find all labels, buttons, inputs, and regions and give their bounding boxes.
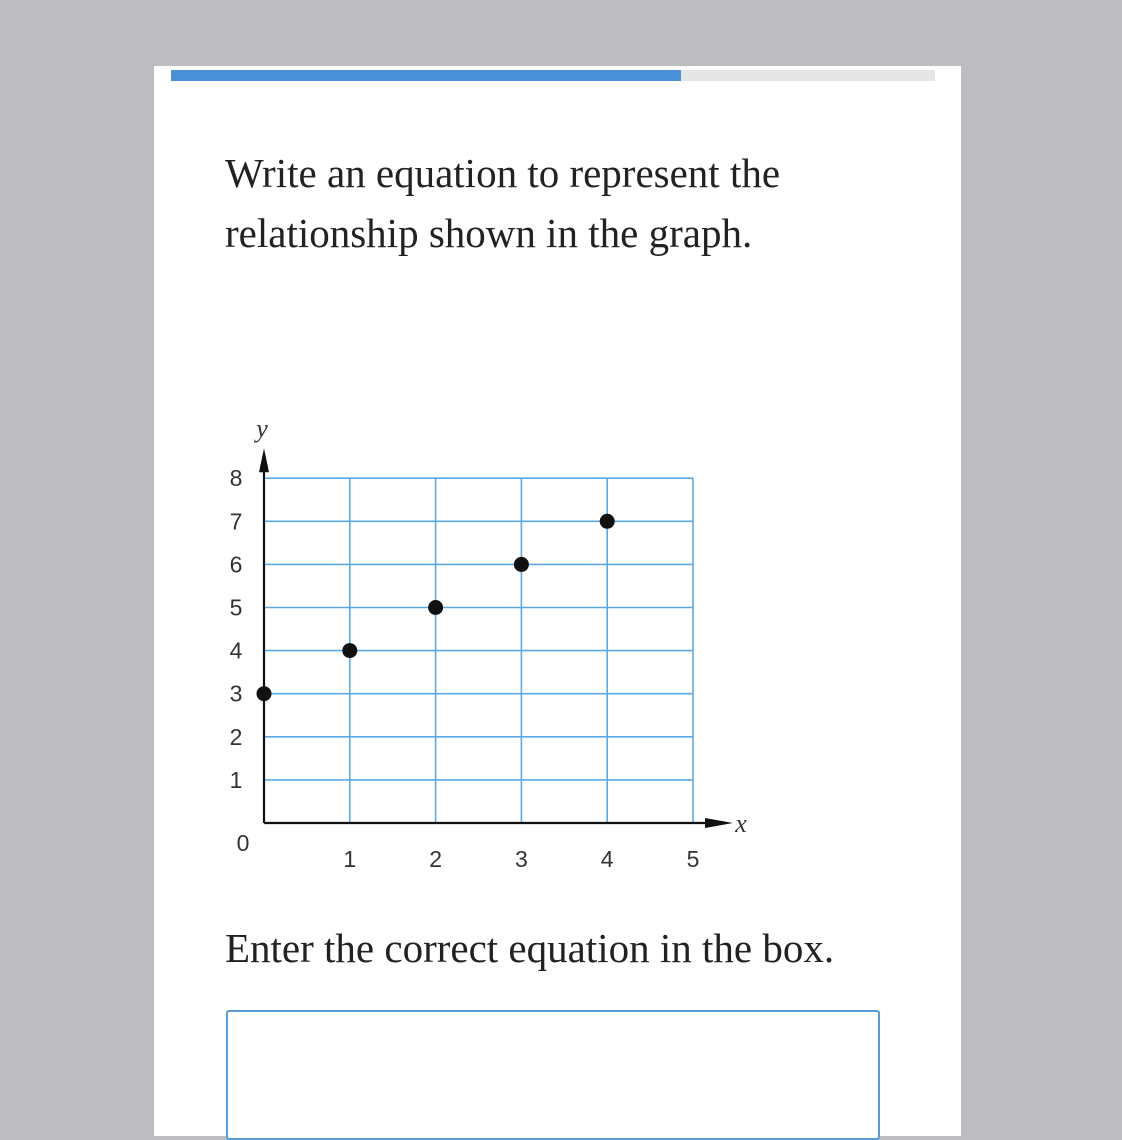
- y-tick-label: 1: [230, 767, 243, 793]
- instruction-text: Enter the correct equation in the box.: [225, 925, 835, 971]
- equation-input[interactable]: [226, 1010, 880, 1140]
- x-tick-label: 4: [601, 846, 614, 872]
- x-tick-label: 5: [687, 846, 700, 872]
- y-tick-label: 6: [230, 551, 243, 577]
- question-card: [154, 66, 961, 1136]
- y-tick-label: 8: [230, 465, 243, 491]
- y-tick-label: 5: [230, 595, 243, 621]
- x-axis-arrow-icon: [705, 818, 733, 828]
- x-tick-label: 1: [343, 846, 356, 872]
- x-tick-label: 2: [429, 846, 442, 872]
- data-point: [513, 556, 529, 572]
- data-point: [342, 643, 358, 659]
- progress-bar: [171, 70, 935, 81]
- x-tick-label: 3: [515, 846, 528, 872]
- x-axis-label: x: [734, 809, 747, 838]
- y-axis-arrow-icon: [259, 448, 269, 473]
- data-point: [428, 600, 444, 615]
- question-text: Write an equation to represent the relat…: [225, 150, 781, 256]
- y-tick-label: 7: [230, 508, 243, 534]
- data-point: [599, 513, 615, 529]
- y-axis-label: y: [253, 414, 268, 443]
- y-tick-label: 4: [230, 638, 243, 664]
- progress-fill: [171, 70, 681, 81]
- data-point: [256, 686, 272, 702]
- y-tick-label: 3: [230, 681, 243, 707]
- y-tick-label: 2: [230, 724, 243, 750]
- origin-label: 0: [237, 830, 250, 856]
